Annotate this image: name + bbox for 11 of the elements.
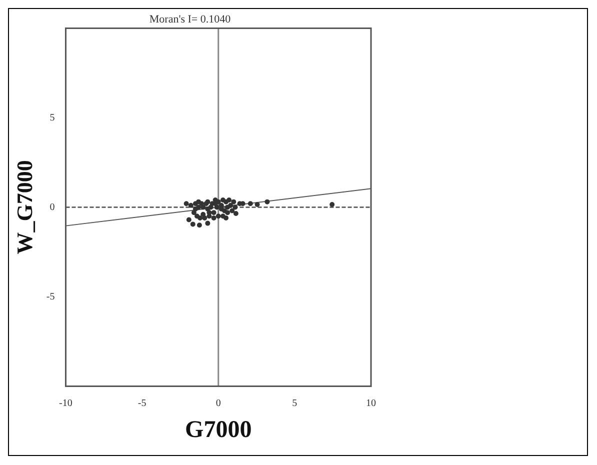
- x-tick-label: 10: [366, 398, 376, 409]
- y-tick-label: 5: [50, 112, 55, 124]
- y-tick-label: 0: [50, 202, 55, 213]
- x-tick-label: -5: [138, 398, 146, 409]
- chart-title: Moran's I= 0.1040: [149, 13, 232, 26]
- y-axis-title: W_G7000: [12, 160, 37, 254]
- x-tick-label: 5: [292, 398, 298, 409]
- x-tick-label: 0: [216, 398, 221, 409]
- y-tick-label: -5: [46, 291, 55, 302]
- x-tick-label: -10: [59, 398, 72, 409]
- x-axis-title: G7000: [185, 416, 252, 443]
